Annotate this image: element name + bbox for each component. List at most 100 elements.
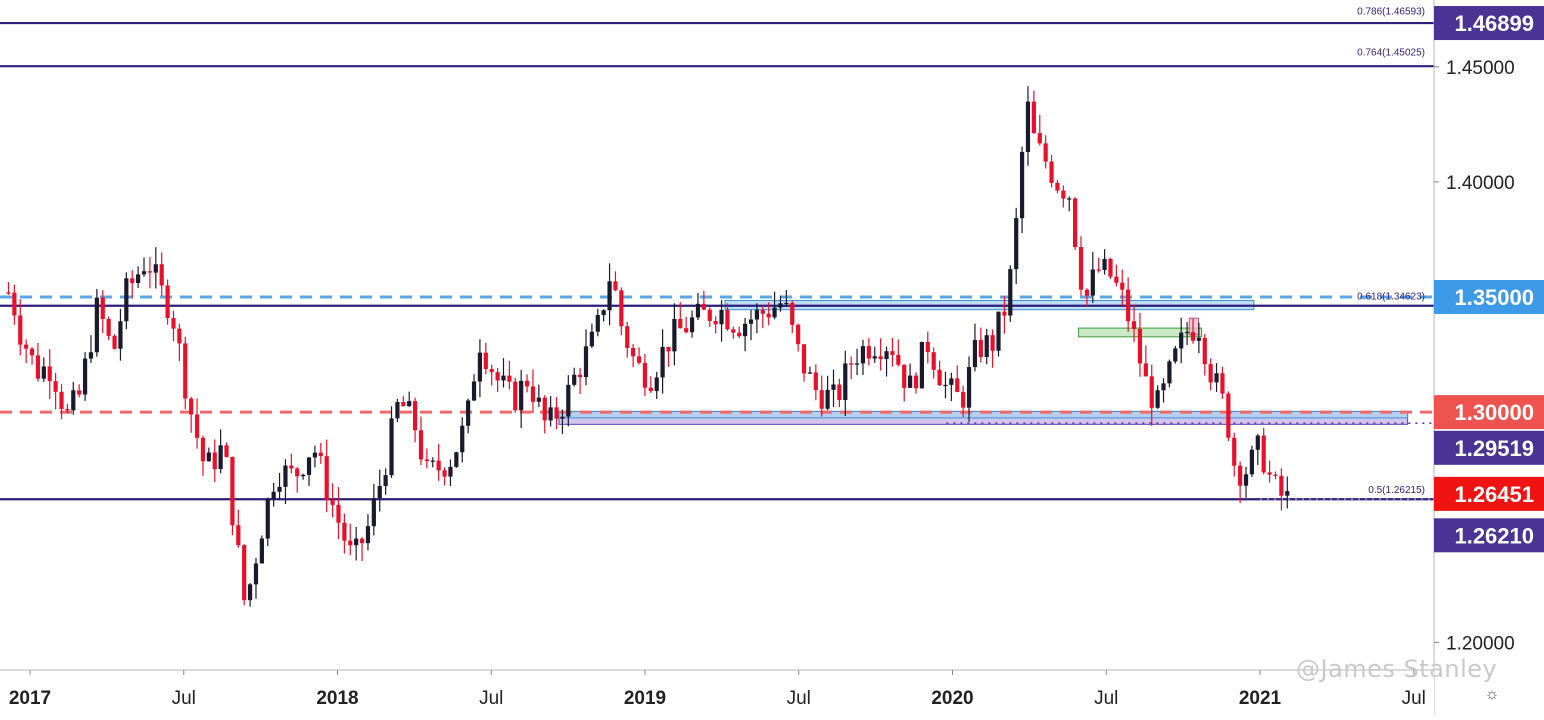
candle bbox=[607, 263, 612, 326]
price-scale[interactable] bbox=[1434, 0, 1544, 715]
candle bbox=[972, 323, 978, 372]
candle bbox=[1220, 366, 1225, 399]
candle bbox=[442, 467, 447, 486]
candle bbox=[35, 342, 41, 382]
candle bbox=[878, 338, 883, 371]
candle bbox=[466, 398, 471, 434]
candle bbox=[1131, 304, 1137, 343]
candle bbox=[1196, 322, 1201, 354]
candle bbox=[389, 406, 394, 478]
candle bbox=[271, 482, 276, 507]
author-watermark: @James Stanley bbox=[1296, 655, 1498, 683]
candle bbox=[1090, 251, 1095, 304]
candle bbox=[365, 514, 371, 551]
candle bbox=[407, 391, 412, 407]
candle bbox=[595, 308, 600, 337]
candle bbox=[242, 544, 247, 606]
candle bbox=[236, 509, 241, 548]
candle bbox=[194, 398, 200, 449]
time-tick-label: Jul bbox=[1402, 688, 1426, 709]
candle bbox=[666, 346, 671, 367]
candle bbox=[613, 271, 618, 292]
candle bbox=[625, 321, 630, 358]
candle bbox=[966, 356, 972, 422]
candle bbox=[648, 376, 653, 393]
time-scale[interactable] bbox=[0, 670, 1434, 715]
candle bbox=[1184, 322, 1190, 346]
candle bbox=[130, 270, 135, 299]
fib-level-label: 0.786(1.46593) bbox=[1357, 7, 1425, 18]
candle bbox=[684, 316, 689, 334]
candle bbox=[1190, 318, 1196, 344]
candle bbox=[153, 247, 158, 289]
candle bbox=[1031, 90, 1036, 134]
candle bbox=[1155, 385, 1160, 409]
candle bbox=[324, 439, 329, 513]
candle bbox=[760, 305, 765, 329]
candle bbox=[1179, 317, 1184, 364]
candle bbox=[725, 303, 730, 331]
candle bbox=[943, 371, 948, 399]
candle bbox=[306, 456, 312, 486]
candle bbox=[106, 316, 111, 341]
candle bbox=[424, 448, 429, 469]
candle bbox=[377, 469, 382, 512]
candle bbox=[731, 326, 736, 339]
candle bbox=[778, 295, 783, 312]
candle bbox=[253, 558, 259, 599]
candle bbox=[660, 329, 665, 394]
price-tag: 1.35000 bbox=[1434, 280, 1544, 315]
candle bbox=[642, 353, 648, 397]
candle bbox=[318, 442, 323, 464]
candle bbox=[849, 356, 854, 380]
candle bbox=[436, 444, 441, 481]
time-tick-label: 2017 bbox=[9, 688, 51, 709]
price-tick-label: 1.45000 bbox=[1446, 58, 1515, 79]
candle bbox=[1067, 196, 1072, 212]
candle bbox=[1267, 460, 1272, 483]
candle bbox=[636, 347, 642, 365]
candle bbox=[1102, 249, 1107, 275]
candle bbox=[796, 323, 801, 352]
candle bbox=[483, 342, 488, 375]
candle bbox=[925, 331, 930, 364]
candle bbox=[978, 327, 983, 363]
price-tick-label: 1.40000 bbox=[1446, 173, 1515, 194]
candle bbox=[206, 447, 211, 462]
candle bbox=[1061, 185, 1066, 208]
candle bbox=[961, 385, 966, 417]
candle bbox=[1202, 334, 1207, 376]
candle bbox=[454, 451, 459, 468]
candle bbox=[277, 472, 282, 501]
candle bbox=[1037, 114, 1042, 146]
candle bbox=[383, 468, 388, 495]
candle bbox=[902, 364, 907, 402]
candle bbox=[701, 290, 706, 310]
candle bbox=[471, 374, 477, 402]
candle bbox=[224, 442, 229, 458]
gear-icon[interactable]: ☼ bbox=[1484, 686, 1500, 703]
candle bbox=[654, 371, 659, 400]
candle bbox=[448, 459, 453, 486]
candle bbox=[12, 284, 17, 325]
candle bbox=[1073, 197, 1078, 250]
candle bbox=[100, 290, 105, 333]
candle bbox=[530, 369, 536, 414]
candle bbox=[1149, 364, 1154, 426]
candle bbox=[118, 308, 123, 361]
candle bbox=[477, 339, 483, 398]
candle bbox=[330, 483, 335, 518]
candle bbox=[53, 372, 58, 410]
candle bbox=[1273, 471, 1278, 480]
candle bbox=[672, 303, 677, 366]
candle bbox=[348, 523, 353, 556]
candle bbox=[524, 374, 530, 393]
candle bbox=[1049, 154, 1054, 188]
candle bbox=[259, 535, 264, 564]
candle bbox=[913, 372, 919, 394]
candle bbox=[412, 397, 418, 443]
candle bbox=[77, 384, 82, 398]
